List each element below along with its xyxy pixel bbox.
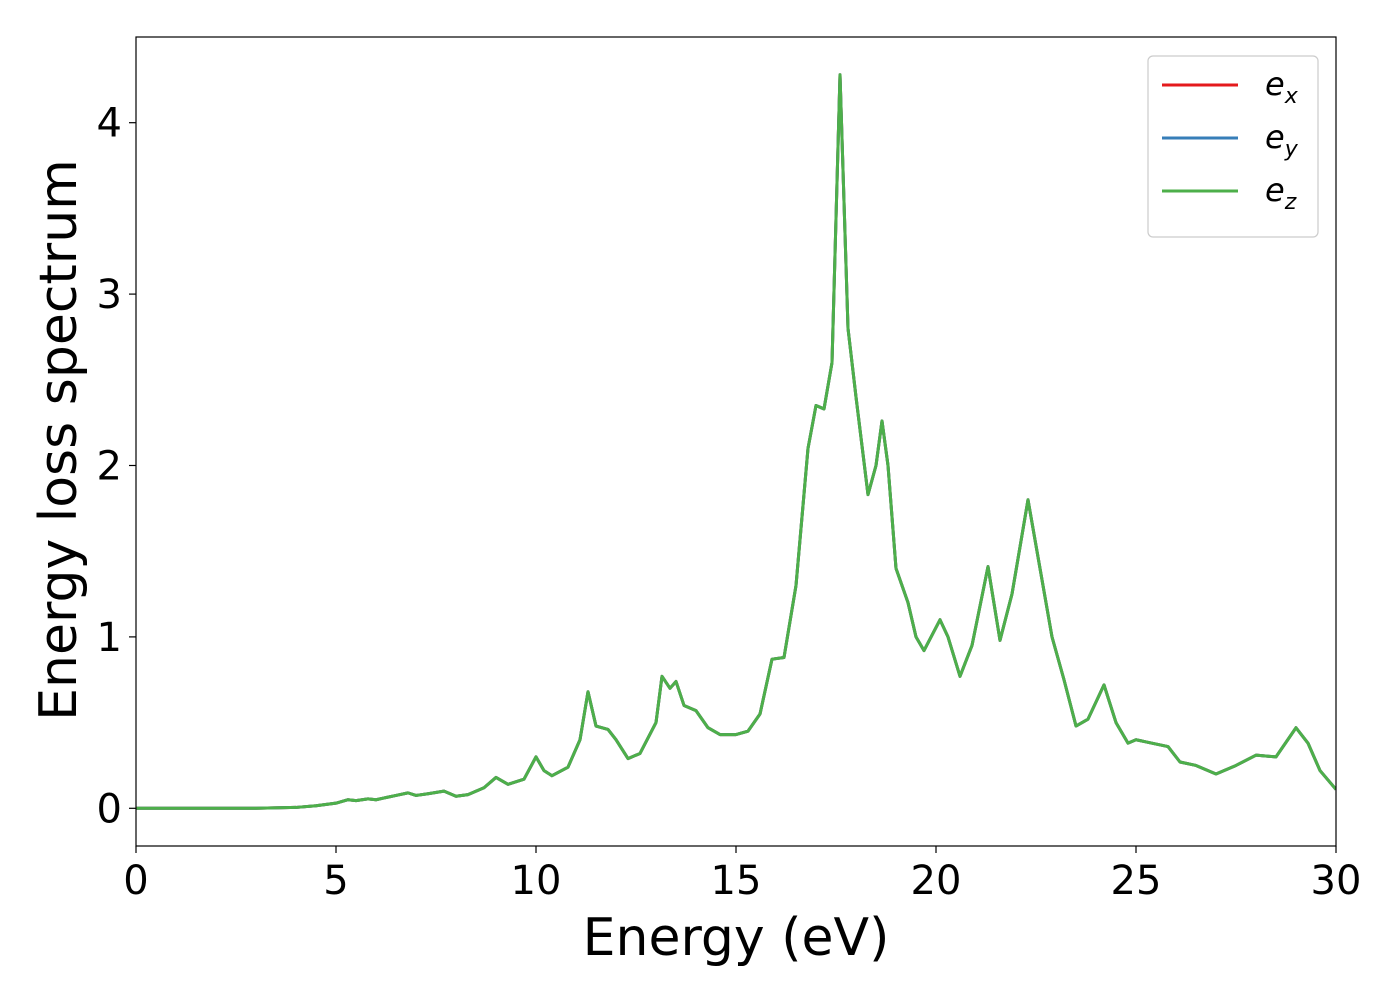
x-tick-label: 20 [911, 858, 962, 904]
x-axis-label: Energy (eV) [583, 908, 890, 968]
y-axis-label: Energy loss spectrum [29, 159, 89, 721]
y-tick-label: 4 [97, 101, 122, 147]
legend-label: ex [1265, 65, 1299, 109]
series-line [136, 73, 1336, 810]
x-tick-label: 25 [1111, 858, 1162, 904]
plot-frame [135, 36, 1337, 847]
x-tick-label: 5 [323, 858, 348, 904]
x-tick-label: 10 [511, 858, 562, 904]
x-tick-label: 30 [1311, 858, 1362, 904]
y-tick-label: 1 [97, 615, 122, 661]
y-tick-label: 3 [97, 272, 122, 318]
x-tick-label: 0 [123, 858, 148, 904]
legend-label: ez [1265, 171, 1297, 215]
y-tick-label: 0 [97, 786, 122, 832]
x-tick-label: 15 [711, 858, 762, 904]
legend-label: ey [1265, 118, 1299, 162]
y-tick-label: 2 [97, 443, 122, 489]
